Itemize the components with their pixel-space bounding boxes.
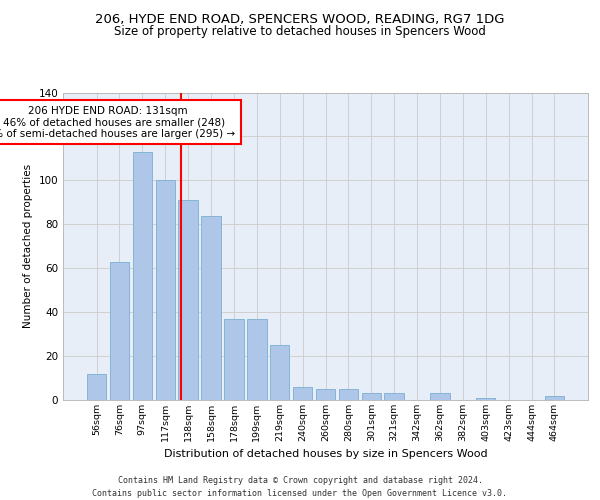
Bar: [430, 394, 449, 400]
Text: Contains HM Land Registry data © Crown copyright and database right 2024.
Contai: Contains HM Land Registry data © Crown c…: [92, 476, 508, 498]
Bar: [155, 180, 175, 400]
Text: Size of property relative to detached houses in Spencers Wood: Size of property relative to detached ho…: [114, 25, 486, 38]
Bar: [362, 394, 381, 400]
X-axis label: Distribution of detached houses by size in Spencers Wood: Distribution of detached houses by size …: [164, 450, 487, 460]
Bar: [293, 387, 313, 400]
Bar: [133, 152, 152, 400]
Bar: [545, 396, 564, 400]
Bar: [224, 318, 244, 400]
Bar: [385, 394, 404, 400]
Text: 206, HYDE END ROAD, SPENCERS WOOD, READING, RG7 1DG: 206, HYDE END ROAD, SPENCERS WOOD, READI…: [95, 12, 505, 26]
Bar: [270, 345, 289, 400]
Bar: [338, 389, 358, 400]
Bar: [247, 318, 266, 400]
Bar: [202, 216, 221, 400]
Bar: [316, 389, 335, 400]
Bar: [110, 262, 129, 400]
Bar: [178, 200, 198, 400]
Text: 206 HYDE END ROAD: 131sqm
← 46% of detached houses are smaller (248)
54% of semi: 206 HYDE END ROAD: 131sqm ← 46% of detac…: [0, 106, 236, 139]
Y-axis label: Number of detached properties: Number of detached properties: [23, 164, 33, 328]
Bar: [476, 398, 496, 400]
Bar: [87, 374, 106, 400]
